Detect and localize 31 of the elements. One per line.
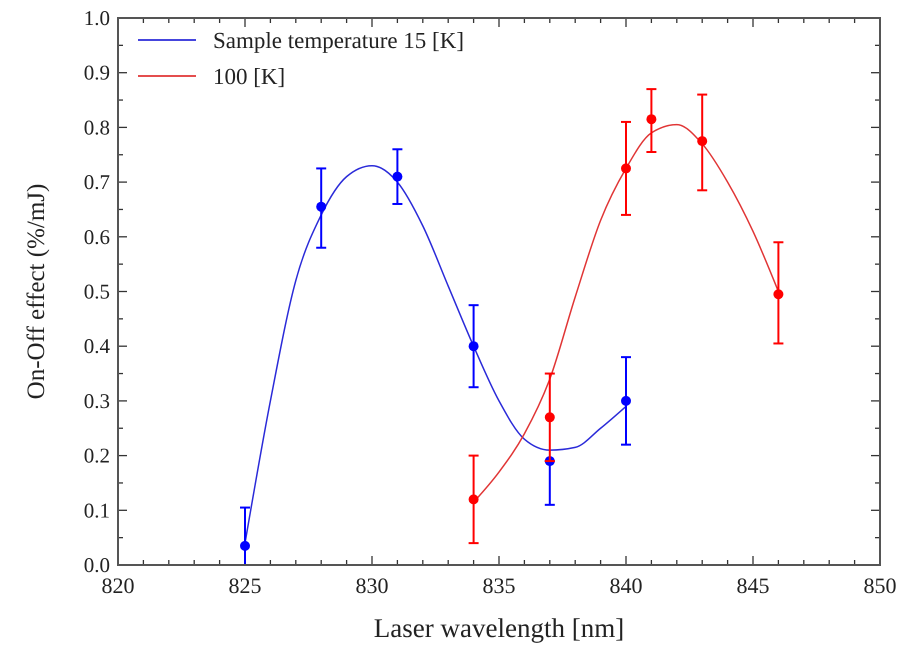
y-tick-label: 0.1 — [84, 498, 110, 522]
y-tick-label: 0.4 — [84, 334, 110, 358]
x-tick-label: 840 — [610, 573, 642, 598]
x-tick-label: 850 — [864, 573, 896, 598]
y-tick-label: 0.3 — [84, 388, 110, 413]
point — [621, 163, 631, 174]
y-tick-label: 0.8 — [84, 115, 110, 140]
x-axis-title: Laser wavelength [nm] — [374, 613, 624, 643]
legend-label: 100 [K] — [213, 64, 286, 89]
y-axis-title: On-Off effect (%/mJ) — [23, 184, 50, 400]
y-tick-label: 0.9 — [84, 60, 110, 85]
x-tick-label: 845 — [736, 573, 770, 598]
x-tick-label: 830 — [356, 573, 388, 598]
y-tick-label: 0.6 — [84, 224, 110, 249]
point — [621, 396, 631, 406]
x-tick-label: 835 — [482, 573, 516, 598]
point — [544, 412, 555, 422]
point — [646, 114, 656, 124]
legend-label: Sample temperature 15 [K] — [213, 28, 464, 53]
x-tick-label: 825 — [228, 573, 262, 598]
point — [468, 341, 479, 352]
y-tick-label: 0.2 — [84, 444, 110, 468]
point — [773, 289, 784, 300]
point — [392, 172, 402, 182]
y-tick-label: 1.0 — [84, 6, 110, 30]
y-tick-label: 0.5 — [84, 280, 110, 304]
y-tick-label: 0.7 — [84, 170, 110, 194]
point — [240, 540, 250, 551]
point — [468, 494, 479, 504]
point — [316, 202, 326, 212]
point — [697, 136, 708, 146]
